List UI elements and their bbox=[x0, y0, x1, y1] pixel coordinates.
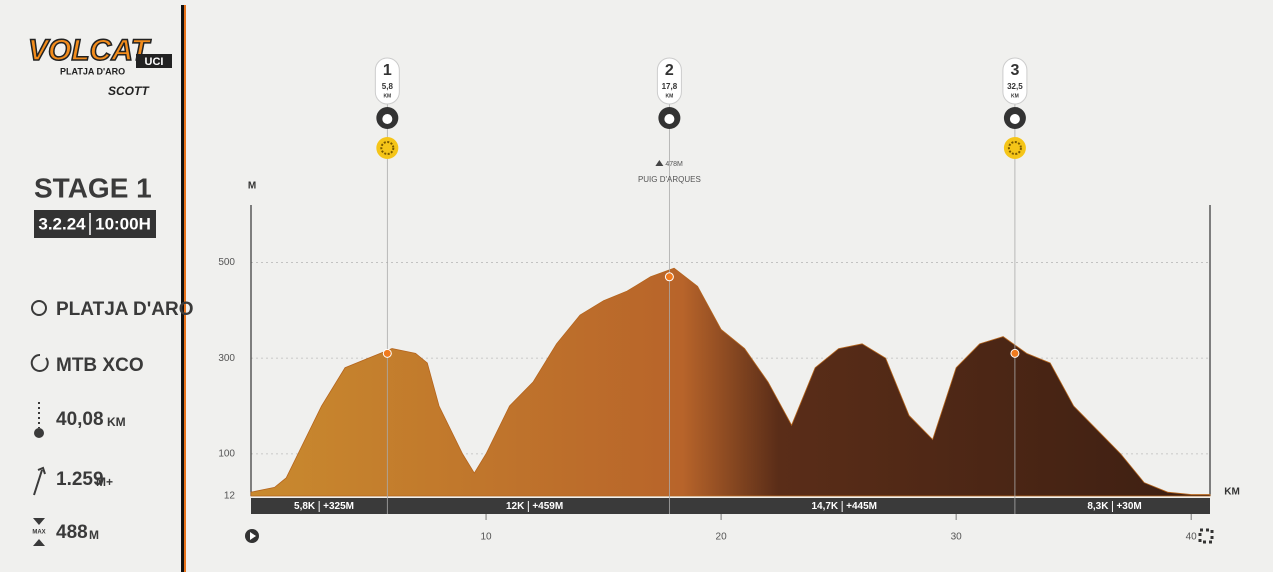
distance: 40,08 bbox=[56, 409, 104, 430]
checkpoint-km: 17,8 bbox=[662, 82, 678, 91]
discipline-icon bbox=[30, 353, 49, 372]
tech-zone-icon-inner bbox=[380, 141, 395, 155]
segment-distance: 12K bbox=[506, 501, 525, 512]
segment-distance: 8,3K bbox=[1087, 501, 1109, 512]
summit-name: PUIG D'ARQUES bbox=[638, 175, 701, 184]
stage: STAGE 1 bbox=[34, 172, 152, 203]
y-tick-label: 300 bbox=[218, 353, 235, 364]
discipline: MTB XCO bbox=[56, 355, 144, 376]
date-box bbox=[34, 210, 156, 238]
tech-zone-icon-inner bbox=[1007, 141, 1022, 155]
logo-brand: VOLCAT bbox=[28, 34, 152, 67]
y-tick-label: 500 bbox=[218, 257, 235, 268]
segment-gain: +325M bbox=[323, 501, 354, 512]
elevation-gain: 1.259 bbox=[56, 469, 104, 490]
checkpoint-pin bbox=[1002, 57, 1028, 105]
x-tick-label: 10 bbox=[480, 532, 492, 543]
logo-badge: UCI bbox=[145, 56, 164, 68]
checkpoint-unit: KM bbox=[1011, 93, 1019, 99]
checkpoint-number: 1 bbox=[383, 62, 392, 79]
elevation-area bbox=[250, 267, 1211, 497]
checkpoint-unit: KM bbox=[383, 93, 391, 99]
checkpoint-number: 3 bbox=[1010, 62, 1019, 79]
finish-icon bbox=[1198, 528, 1214, 544]
checkpoint-dot bbox=[382, 348, 392, 358]
segment-gain: +30M bbox=[1116, 501, 1141, 512]
max-altitude: 488 bbox=[56, 522, 88, 543]
segment-gain: +459M bbox=[532, 501, 563, 512]
x-axis-label: KM bbox=[1224, 487, 1240, 498]
summit-altitude: 478M bbox=[665, 161, 683, 168]
feed-icon-inner bbox=[1009, 114, 1020, 124]
y-axis-label: M bbox=[248, 181, 256, 192]
distance-unit: KM bbox=[107, 415, 126, 429]
gain-icon bbox=[33, 466, 46, 496]
checkpoint-pin bbox=[656, 57, 682, 105]
logo-badge-box bbox=[136, 54, 172, 68]
logo-place: PLATJA D'ARO bbox=[60, 66, 125, 76]
time: 10:00H bbox=[95, 214, 151, 233]
checkpoint-km: 5,8 bbox=[382, 82, 394, 91]
divider bbox=[181, 5, 184, 572]
x-tick-label: 40 bbox=[1186, 532, 1198, 543]
date: 3.2.24 bbox=[38, 214, 86, 233]
location: PLATJA D'ARO bbox=[56, 299, 194, 320]
checkpoint-dot bbox=[664, 272, 674, 282]
checkpoint-pin bbox=[374, 57, 400, 105]
checkpoint-unit: KM bbox=[665, 93, 673, 99]
segment-distance: 14,7K bbox=[811, 501, 838, 512]
logo-sponsor: SCOTT bbox=[108, 84, 150, 98]
x-tick-label: 20 bbox=[716, 532, 728, 543]
feed-icon-inner bbox=[382, 114, 393, 124]
max-icon bbox=[33, 518, 45, 546]
max-altitude-unit: M bbox=[89, 528, 99, 542]
tech-zone-icon bbox=[376, 137, 399, 159]
checkpoint-number: 2 bbox=[665, 62, 674, 79]
checkpoint-km: 32,5 bbox=[1007, 82, 1023, 91]
location-icon bbox=[31, 300, 47, 316]
segment-gain: +445M bbox=[846, 501, 877, 512]
max-icon-label: MAX bbox=[32, 530, 45, 536]
summit-icon bbox=[655, 160, 664, 166]
feed-icon-inner bbox=[664, 114, 675, 124]
x-tick-label: 30 bbox=[951, 532, 963, 543]
segment-distance: 5,8K bbox=[294, 501, 316, 512]
elevation-gain-unit: M+ bbox=[96, 475, 113, 489]
tech-zone-icon bbox=[1003, 137, 1026, 159]
divider-accent bbox=[184, 5, 186, 572]
segment-bar bbox=[251, 498, 1210, 514]
y-tick-label: 100 bbox=[218, 449, 235, 460]
y-tick-label: 12 bbox=[224, 491, 236, 502]
checkpoint-dot bbox=[1010, 348, 1020, 358]
